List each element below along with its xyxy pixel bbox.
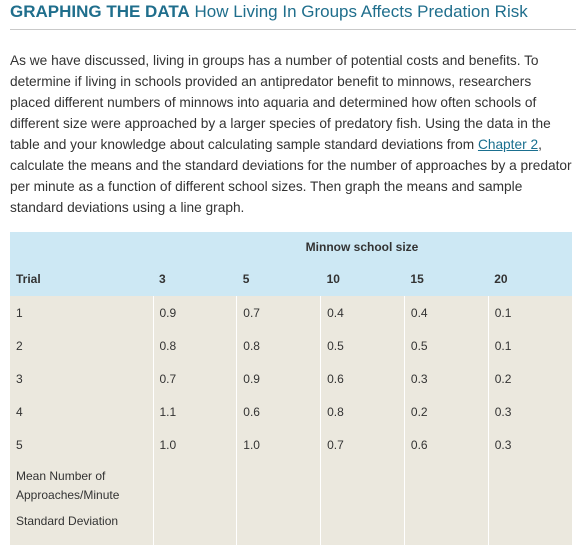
mean-label-line2: Approaches/Minute (16, 488, 120, 502)
value-cell: 0.3 (403, 362, 489, 395)
value-cell: 0.9 (152, 296, 237, 329)
value-cell: 0.6 (320, 362, 405, 395)
mean-cell (403, 461, 489, 512)
trial-cell: 4 (10, 395, 153, 428)
heading-strong: GRAPHING THE DATA (10, 2, 190, 21)
trial-cell: 1 (10, 296, 153, 329)
value-cell: 0.1 (487, 329, 572, 362)
table-row: 1 0.9 0.7 0.4 0.4 0.1 (10, 296, 572, 329)
intro-paragraph: As we have discussed, living in groups h… (10, 50, 572, 218)
table-row: 3 0.7 0.9 0.6 0.3 0.2 (10, 362, 572, 395)
value-cell: 0.7 (320, 428, 405, 461)
table-row: 4 1.1 0.6 0.8 0.2 0.3 (10, 395, 572, 428)
value-cell: 0.8 (320, 395, 405, 428)
value-cell: 1.0 (236, 428, 321, 461)
value-cell: 0.7 (236, 296, 321, 329)
value-cell: 0.4 (403, 296, 489, 329)
table-row: 2 0.8 0.8 0.5 0.5 0.1 (10, 329, 572, 362)
group-header-row: Minnow school size (10, 232, 572, 262)
mean-cell (152, 461, 237, 512)
value-cell: 0.1 (487, 296, 572, 329)
column-header: 3 (153, 262, 237, 296)
column-header: 20 (488, 262, 572, 296)
column-header: 5 (236, 262, 321, 296)
sd-row: Standard Deviation (10, 512, 572, 545)
trial-header: Trial (10, 262, 153, 296)
mean-label-line1: Mean Number of (16, 469, 106, 483)
sd-cell (403, 512, 489, 545)
data-table: Minnow school size Trial 3 5 10 15 20 1 … (10, 232, 572, 545)
value-cell: 1.1 (152, 395, 237, 428)
column-header: 10 (320, 262, 405, 296)
sd-cell (152, 512, 237, 545)
value-cell: 0.8 (236, 329, 321, 362)
mean-row: Mean Number of Approaches/Minute (10, 461, 572, 512)
group-header-spacer (10, 232, 153, 262)
sd-cell (236, 512, 321, 545)
table-row: 5 1.0 1.0 0.7 0.6 0.3 (10, 428, 572, 461)
column-header-row: Trial 3 5 10 15 20 (10, 262, 572, 296)
mean-cell (320, 461, 405, 512)
value-cell: 0.4 (320, 296, 405, 329)
sd-cell (320, 512, 405, 545)
value-cell: 0.3 (487, 395, 572, 428)
trial-cell: 2 (10, 329, 153, 362)
value-cell: 0.6 (403, 428, 489, 461)
value-cell: 0.2 (487, 362, 572, 395)
heading-divider (10, 29, 576, 30)
intro-text-after-link: , calculate the means and the standard d… (10, 137, 572, 215)
mean-cell (236, 461, 321, 512)
value-cell: 0.7 (152, 362, 237, 395)
value-cell: 0.5 (403, 329, 489, 362)
trial-cell: 3 (10, 362, 153, 395)
value-cell: 0.3 (487, 428, 572, 461)
chapter-2-link[interactable]: Chapter 2 (477, 137, 539, 152)
value-cell: 1.0 (152, 428, 237, 461)
section-heading: GRAPHING THE DATA How Living In Groups A… (10, 2, 528, 22)
value-cell: 0.5 (320, 329, 405, 362)
trial-cell: 5 (10, 428, 153, 461)
column-header: 15 (404, 262, 489, 296)
value-cell: 0.8 (152, 329, 237, 362)
mean-cell (487, 461, 572, 512)
heading-rest: How Living In Groups Affects Predation R… (189, 2, 528, 21)
sd-cell (487, 512, 572, 545)
value-cell: 0.6 (236, 395, 321, 428)
intro-text-before-link: As we have discussed, living in groups h… (10, 53, 551, 152)
mean-label: Mean Number of Approaches/Minute (10, 461, 153, 512)
sd-label: Standard Deviation (10, 512, 153, 545)
value-cell: 0.9 (236, 362, 321, 395)
school-size-group-header: Minnow school size (153, 232, 572, 262)
value-cell: 0.2 (403, 395, 489, 428)
